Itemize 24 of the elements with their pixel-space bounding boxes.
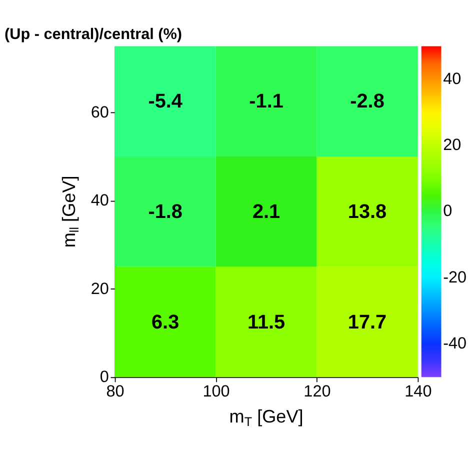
data-label: 13.8: [348, 201, 387, 224]
chart-title: (Up - central)/central (%): [4, 26, 182, 43]
x-tick-label: 100: [202, 382, 230, 401]
color-bar-label: -20: [443, 268, 467, 286]
x-tick-label: 120: [304, 382, 331, 401]
color-bar-label: 40: [443, 70, 462, 88]
x-tick-label: 140: [404, 382, 432, 401]
y-tick-label: 40: [90, 192, 109, 210]
y-tick-label: 0: [100, 368, 109, 386]
x-tick-label: 80: [106, 382, 124, 401]
data-label: -1.8: [148, 201, 182, 224]
y-tick-label: 60: [90, 103, 109, 122]
data-label: -2.8: [350, 90, 384, 113]
color-bar-label: 0: [443, 202, 452, 220]
data-label: -1.1: [249, 90, 284, 113]
data-label: 11.5: [247, 311, 286, 334]
y-tick-label: 20: [90, 280, 109, 298]
data-label: 17.7: [348, 311, 387, 334]
data-label: -5.4: [148, 90, 182, 113]
color-bar-label: 20: [443, 136, 462, 154]
color-bar-label: -40: [443, 334, 467, 353]
data-label: 2.1: [252, 201, 280, 224]
data-label: 6.3: [152, 311, 180, 334]
y-axis-title: mll [GeV]: [59, 176, 82, 248]
